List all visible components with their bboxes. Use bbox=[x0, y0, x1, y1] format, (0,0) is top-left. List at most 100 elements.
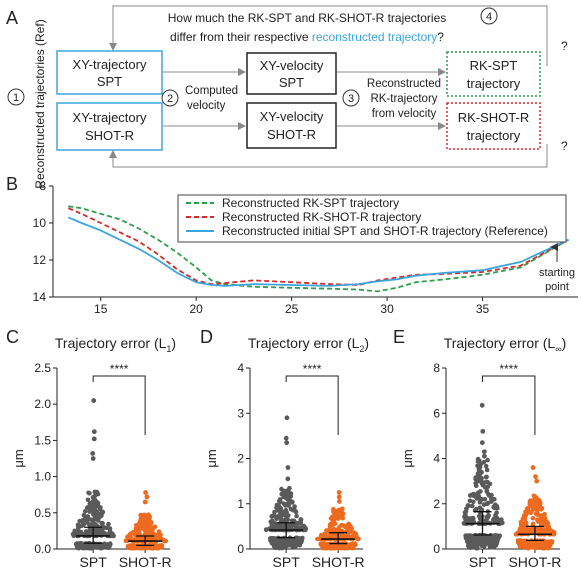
outlier-point bbox=[91, 398, 97, 403]
box-rk-spt-line2: trajectory bbox=[467, 76, 521, 91]
data-point bbox=[548, 527, 553, 533]
box-xy-shot-line2: SHOT-R bbox=[85, 128, 134, 143]
question-line2: differ from their respective reconstruct… bbox=[170, 30, 444, 44]
data-point bbox=[279, 491, 285, 497]
data-point bbox=[274, 514, 280, 519]
b-x-tick-label: 25 bbox=[285, 302, 299, 316]
data-point bbox=[355, 536, 360, 541]
outlier-point bbox=[481, 449, 487, 455]
data-point bbox=[497, 521, 503, 526]
starting-point-label-1: starting bbox=[539, 267, 575, 279]
data-point bbox=[105, 542, 111, 548]
data-point bbox=[478, 489, 483, 494]
box-rk-spt-line1: RK-SPT bbox=[470, 58, 518, 73]
b-y-tick-label: 10 bbox=[33, 216, 47, 230]
box-rk-spt bbox=[446, 51, 541, 97]
b-y-tick-label: 14 bbox=[33, 290, 47, 304]
b-x-tick-label: 15 bbox=[94, 302, 108, 316]
b-x-tick-label: 30 bbox=[380, 302, 394, 316]
data-point bbox=[350, 541, 356, 546]
data-point bbox=[89, 500, 94, 506]
data-point bbox=[475, 463, 480, 469]
b-legend-label: Reconstructed initial SPT and SHOT-R tra… bbox=[222, 224, 548, 238]
data-point bbox=[80, 545, 85, 550]
data-point bbox=[76, 543, 82, 549]
box-v-shot-line1: XY-velocity bbox=[260, 109, 324, 124]
data-point bbox=[276, 498, 282, 504]
data-point bbox=[158, 532, 163, 538]
data-point bbox=[332, 508, 337, 514]
data-point bbox=[274, 502, 280, 508]
data-point bbox=[473, 480, 479, 486]
outlier-point bbox=[479, 440, 485, 446]
data-point bbox=[279, 486, 284, 492]
data-point bbox=[82, 541, 87, 547]
dot-plot-category-label: SHOT-R bbox=[312, 554, 365, 570]
data-point bbox=[269, 522, 275, 528]
outlier-point bbox=[534, 478, 540, 484]
box-rk-shot-line2: trajectory bbox=[467, 128, 521, 143]
data-point bbox=[470, 503, 475, 509]
data-point bbox=[75, 522, 81, 528]
data-point bbox=[110, 531, 115, 536]
dot-swarm-spt bbox=[70, 398, 116, 551]
data-point bbox=[89, 544, 95, 550]
dot-plot-y-tick-label: 1.0 bbox=[34, 470, 51, 484]
box-xy-velocity-spt bbox=[246, 52, 337, 95]
data-point bbox=[291, 518, 297, 523]
data-point bbox=[324, 528, 329, 533]
data-point bbox=[486, 513, 492, 518]
significance-stars: **** bbox=[110, 362, 129, 376]
dot-plot-category-label: SPT bbox=[80, 554, 108, 570]
step-3-label: 3 bbox=[348, 93, 354, 105]
error-plot-l1: Trajectory error (L1) 0.0 0.5 1.0 1.5 2.0 2.5 μ… bbox=[11, 335, 176, 570]
data-point bbox=[95, 518, 101, 523]
outlier-point bbox=[142, 499, 148, 505]
significance-stars: **** bbox=[499, 362, 518, 376]
outlier-point bbox=[336, 499, 342, 504]
data-point bbox=[318, 534, 324, 539]
outlier-point bbox=[480, 428, 486, 434]
data-point bbox=[286, 492, 292, 497]
box-v-spt-line1: XY-velocity bbox=[260, 58, 324, 73]
reconstructed-label-line1: Reconstructed bbox=[367, 78, 441, 90]
dot-plot-title: Trajectory error (L∞) bbox=[444, 335, 567, 354]
data-point bbox=[474, 506, 479, 512]
box-xy-trajectory-spt bbox=[56, 50, 163, 95]
dot-plot-y-tick-label: 3 bbox=[237, 406, 244, 420]
data-point bbox=[159, 536, 164, 542]
outlier-point bbox=[479, 402, 485, 408]
dot-plot-y-tick-label: 2 bbox=[433, 497, 440, 511]
feedback-arrow-bottom bbox=[109, 144, 548, 168]
outlier-point bbox=[143, 490, 149, 495]
data-point bbox=[535, 517, 540, 523]
box-rk-shot bbox=[446, 102, 541, 150]
dot-swarm-shot-r bbox=[513, 465, 557, 551]
data-point bbox=[528, 510, 534, 515]
data-point bbox=[463, 508, 469, 514]
data-point bbox=[124, 538, 129, 543]
data-point bbox=[483, 463, 489, 469]
dot-plot-category-label: SPT bbox=[273, 554, 301, 570]
data-point bbox=[339, 522, 344, 528]
box-xy-trajectory-shot bbox=[56, 102, 163, 151]
data-point bbox=[83, 509, 88, 514]
step-2-label: 2 bbox=[167, 93, 173, 105]
panel-letter-d: D bbox=[200, 327, 213, 347]
data-point bbox=[331, 527, 337, 532]
question-line1: How much the RK-SPT and RK-SHOT-R trajec… bbox=[168, 11, 447, 25]
data-point bbox=[269, 513, 275, 519]
data-point bbox=[338, 508, 343, 514]
data-point bbox=[519, 526, 525, 531]
data-point bbox=[99, 513, 104, 518]
dot-plot-y-tick-label: 0 bbox=[237, 542, 244, 556]
data-point bbox=[278, 543, 284, 549]
data-point bbox=[330, 533, 336, 538]
b-legend-box bbox=[177, 194, 567, 243]
data-point bbox=[532, 506, 537, 512]
data-point bbox=[475, 471, 481, 476]
box-v-shot-line2: SHOT-R bbox=[267, 127, 316, 142]
outlier-point bbox=[283, 435, 289, 441]
data-point bbox=[530, 515, 536, 521]
